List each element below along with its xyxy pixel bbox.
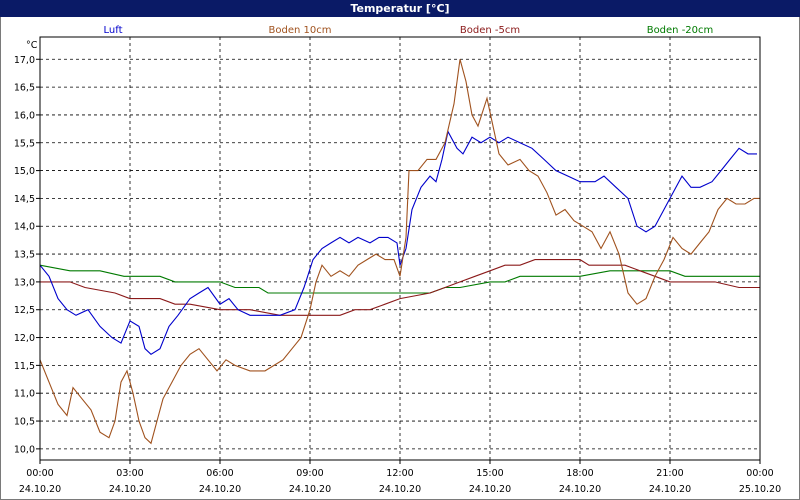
y-tick-label: 11,0 (14, 389, 35, 400)
legend: Luft Boden 10cm Boden -5cm Boden -20cm (104, 25, 714, 36)
x-tick-date: 24.10.20 (469, 484, 511, 495)
y-tick-label: 15,5 (14, 138, 35, 149)
y-tick-label: 13,0 (14, 277, 35, 288)
x-tick-time: 00:00 (26, 468, 53, 479)
y-axis-ticks: 10,0 10,5 11,0 11,5 12,0 12,5 13,0 13,5 14,0 14,5… (14, 55, 40, 455)
x-tick-time: 15:00 (476, 468, 503, 479)
x-tick-time: 03:00 (116, 468, 143, 479)
x-tick-date: 24.10.20 (559, 484, 601, 495)
x-tick-date: 24.10.20 (379, 484, 421, 495)
x-tick-date: 24.10.20 (649, 484, 691, 495)
y-tick-label: 15,0 (14, 166, 35, 177)
x-tick-time: 00:00 (746, 468, 773, 479)
grid (40, 37, 760, 460)
y-tick-label: 16,5 (14, 83, 35, 94)
plot-area (39, 36, 761, 461)
x-tick-date: 24.10.20 (109, 484, 151, 495)
legend-entry: Boden 10cm (269, 25, 332, 36)
x-axis-ticks: 00:00 24.10.20 03:00 24.10.20 06:00 24.10.20 0… (19, 460, 781, 495)
x-tick-time: 18:00 (566, 468, 593, 479)
series-line-boden-20cm (39, 264, 760, 294)
legend-entry: Boden -20cm (647, 25, 714, 36)
y-tick-label: 14,0 (14, 222, 35, 233)
y-tick-label: 14,5 (14, 194, 35, 205)
series-line-luft (39, 130, 757, 355)
y-tick-label: 17,0 (14, 55, 35, 66)
y-tick-label: 10,5 (14, 417, 35, 428)
series-lines (39, 59, 760, 445)
y-tick-label: 13,5 (14, 250, 35, 261)
y-tick-label: 12,0 (14, 333, 35, 344)
legend-entry: Luft (104, 25, 123, 36)
legend-entry: Boden -5cm (460, 25, 520, 36)
chart-title: Temperatur [°C] (0, 0, 800, 17)
series-line-boden-10cm (39, 59, 760, 445)
x-tick-date: 25.10.20 (739, 484, 781, 495)
x-tick-date: 24.10.20 (289, 484, 331, 495)
x-tick-date: 24.10.20 (19, 484, 61, 495)
y-axis-unit: °C (26, 40, 38, 51)
x-tick-time: 21:00 (656, 468, 683, 479)
y-tick-label: 11,5 (14, 361, 35, 372)
x-tick-time: 09:00 (296, 468, 323, 479)
y-tick-label: 16,0 (14, 110, 35, 121)
x-tick-date: 24.10.20 (199, 484, 241, 495)
y-tick-label: 10,0 (14, 444, 35, 455)
series-line-boden-5cm (40, 259, 760, 316)
x-tick-time: 12:00 (386, 468, 413, 479)
y-tick-label: 12,5 (14, 305, 35, 316)
x-tick-time: 06:00 (206, 468, 233, 479)
